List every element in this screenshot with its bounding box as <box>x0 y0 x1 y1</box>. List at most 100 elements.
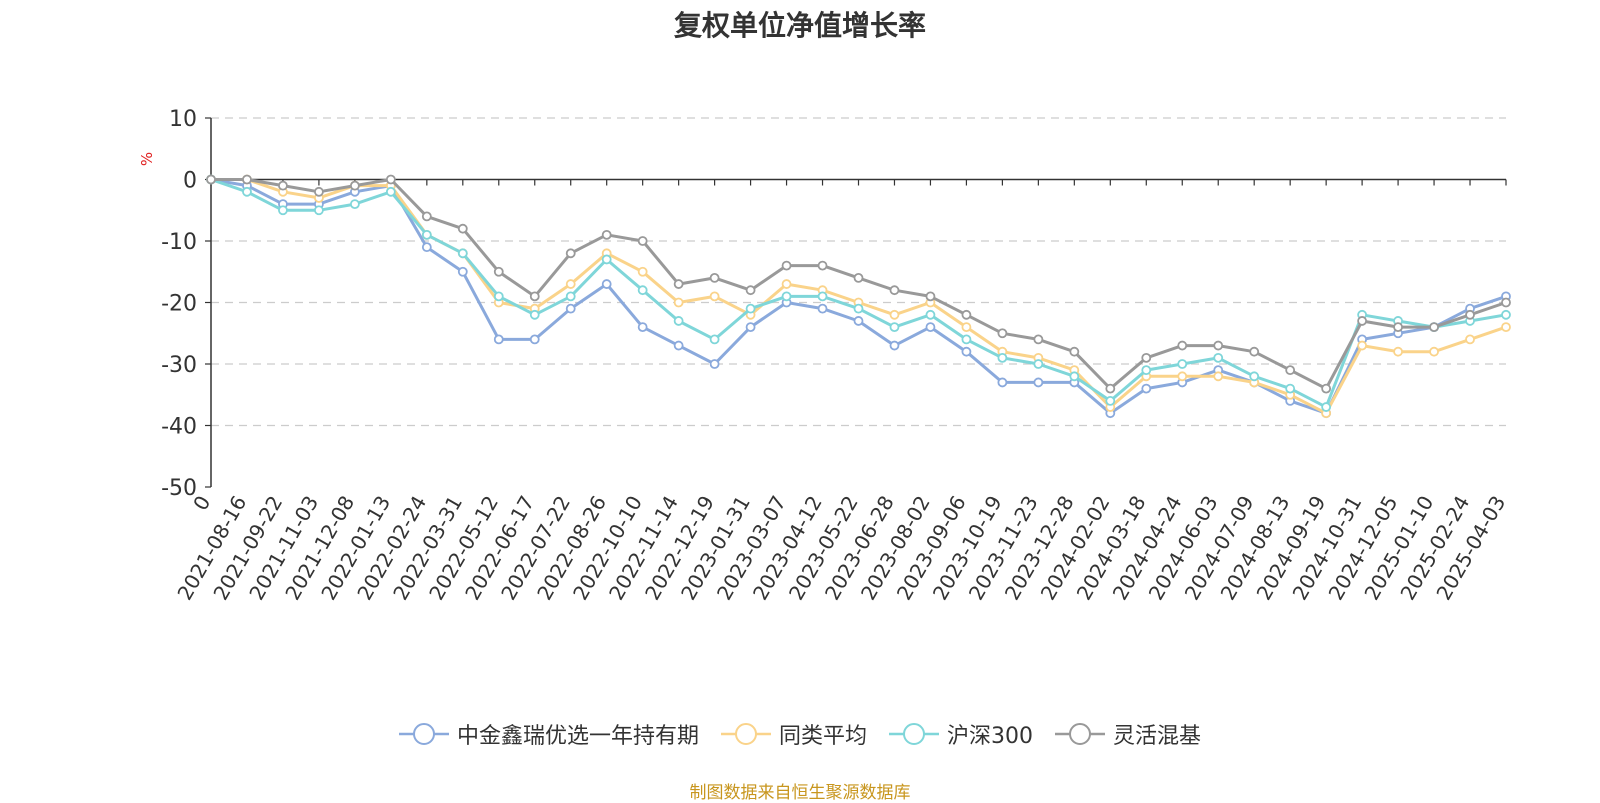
series-point-3 <box>529 291 540 302</box>
y-tick-label: -10 <box>161 230 197 255</box>
legend-swatch-icon <box>720 723 771 745</box>
series-line-2 <box>210 178 1507 409</box>
series-point-2 <box>278 205 288 216</box>
series-point-2 <box>1285 383 1296 394</box>
series-point-3 <box>1033 334 1044 345</box>
series-point-0 <box>817 303 828 314</box>
legend-label: 沪深300 <box>947 724 1033 749</box>
series-point-3 <box>889 285 900 296</box>
series-point-0 <box>493 334 504 345</box>
series-point-3 <box>421 211 432 222</box>
series-point-3 <box>1177 340 1188 351</box>
series-point-3 <box>1393 322 1403 333</box>
series-point-0 <box>709 359 720 369</box>
source-note: 制图数据来自恒生聚源数据库 <box>689 783 911 803</box>
series-point-2 <box>457 248 468 259</box>
series-point-2 <box>601 254 612 265</box>
series-point-1 <box>1465 334 1475 345</box>
legend-label: 灵活混基 <box>1113 724 1202 749</box>
series-point-2 <box>1177 359 1188 369</box>
y-tick-label: -50 <box>161 476 197 501</box>
legend-label: 同类平均 <box>778 724 867 749</box>
series-point-2 <box>314 205 324 216</box>
series-point-2 <box>1501 309 1511 320</box>
legend-item[interactable]: 灵活混基 <box>1055 718 1201 750</box>
series-point-1 <box>1393 346 1403 357</box>
y-tick-label: 0 <box>183 169 197 194</box>
series-line-1 <box>211 178 1507 415</box>
series-point-1 <box>1429 346 1439 357</box>
legend-item[interactable]: 沪深300 <box>889 718 1033 750</box>
series-point-2 <box>1321 402 1332 412</box>
legend-swatch-icon <box>398 723 449 745</box>
series-point-1 <box>781 279 792 289</box>
y-tick-label: 10 <box>169 107 197 132</box>
series-point-3 <box>314 186 324 197</box>
series-point-2 <box>673 316 684 326</box>
series-point-1 <box>673 297 684 308</box>
series-point-3 <box>1501 297 1511 308</box>
series-point-0 <box>421 242 432 253</box>
series-point-3 <box>1249 346 1260 357</box>
legend-swatch-icon <box>889 723 939 745</box>
series-point-3 <box>781 260 792 271</box>
series-point-2 <box>997 352 1008 363</box>
series-point-1 <box>1501 322 1511 333</box>
series-point-3 <box>278 180 288 191</box>
series-point-3 <box>493 266 504 277</box>
series-point-1 <box>1357 340 1368 351</box>
series-point-0 <box>889 340 900 351</box>
series-point-3 <box>637 236 648 246</box>
series-point-2 <box>1069 371 1080 382</box>
series-point-3 <box>1285 365 1296 376</box>
series-point-0 <box>529 334 540 345</box>
series-point-1 <box>961 322 972 333</box>
series-point-3 <box>1465 309 1475 320</box>
y-tick-label: -30 <box>161 353 197 378</box>
series-point-3 <box>385 174 396 185</box>
series-point-2 <box>853 303 864 314</box>
series-point-3 <box>961 309 972 320</box>
legend-item[interactable]: 同类平均 <box>720 718 867 750</box>
series-point-1 <box>1213 371 1224 382</box>
series-point-0 <box>673 340 684 351</box>
series-point-0 <box>961 346 972 357</box>
series-point-3 <box>997 328 1008 339</box>
legend-label: 中金鑫瑞优选一年持有期 <box>456 724 699 749</box>
series-point-3 <box>1141 352 1152 363</box>
series-point-0 <box>601 279 612 289</box>
y-tick-label: -40 <box>161 415 197 440</box>
series-point-0 <box>1141 383 1152 394</box>
series-point-3 <box>1069 346 1080 357</box>
series-point-3 <box>673 279 684 289</box>
series-point-0 <box>1033 377 1044 388</box>
series-point-2 <box>745 303 756 314</box>
x-tick-label: 0 <box>188 492 215 515</box>
series-point-0 <box>565 303 576 314</box>
series-point-3 <box>1213 340 1224 351</box>
series-point-2 <box>1105 395 1116 406</box>
series-point-2 <box>1213 352 1224 363</box>
series-point-0 <box>637 322 648 333</box>
series-point-3 <box>817 260 828 271</box>
series-point-2 <box>493 291 504 302</box>
series-point-3 <box>565 248 576 259</box>
series-line-0 <box>210 178 1507 415</box>
series-point-2 <box>385 186 396 197</box>
legend: 中金鑫瑞优选一年持有期 同类平均 沪深300 灵活混基 <box>0 718 1600 750</box>
series-point-3 <box>853 272 864 283</box>
series-point-3 <box>1357 316 1368 326</box>
series-point-3 <box>709 272 720 283</box>
series-point-2 <box>637 285 648 296</box>
series-point-1 <box>889 309 900 320</box>
series-point-2 <box>349 199 360 210</box>
legend-item[interactable]: 中金鑫瑞优选一年持有期 <box>398 718 699 750</box>
series-point-2 <box>242 186 252 197</box>
series-point-2 <box>709 334 720 345</box>
series-point-3 <box>1105 383 1116 394</box>
series-point-1 <box>565 279 576 289</box>
series-point-3 <box>1429 322 1439 333</box>
series-point-0 <box>457 266 468 277</box>
series-point-2 <box>781 291 792 302</box>
